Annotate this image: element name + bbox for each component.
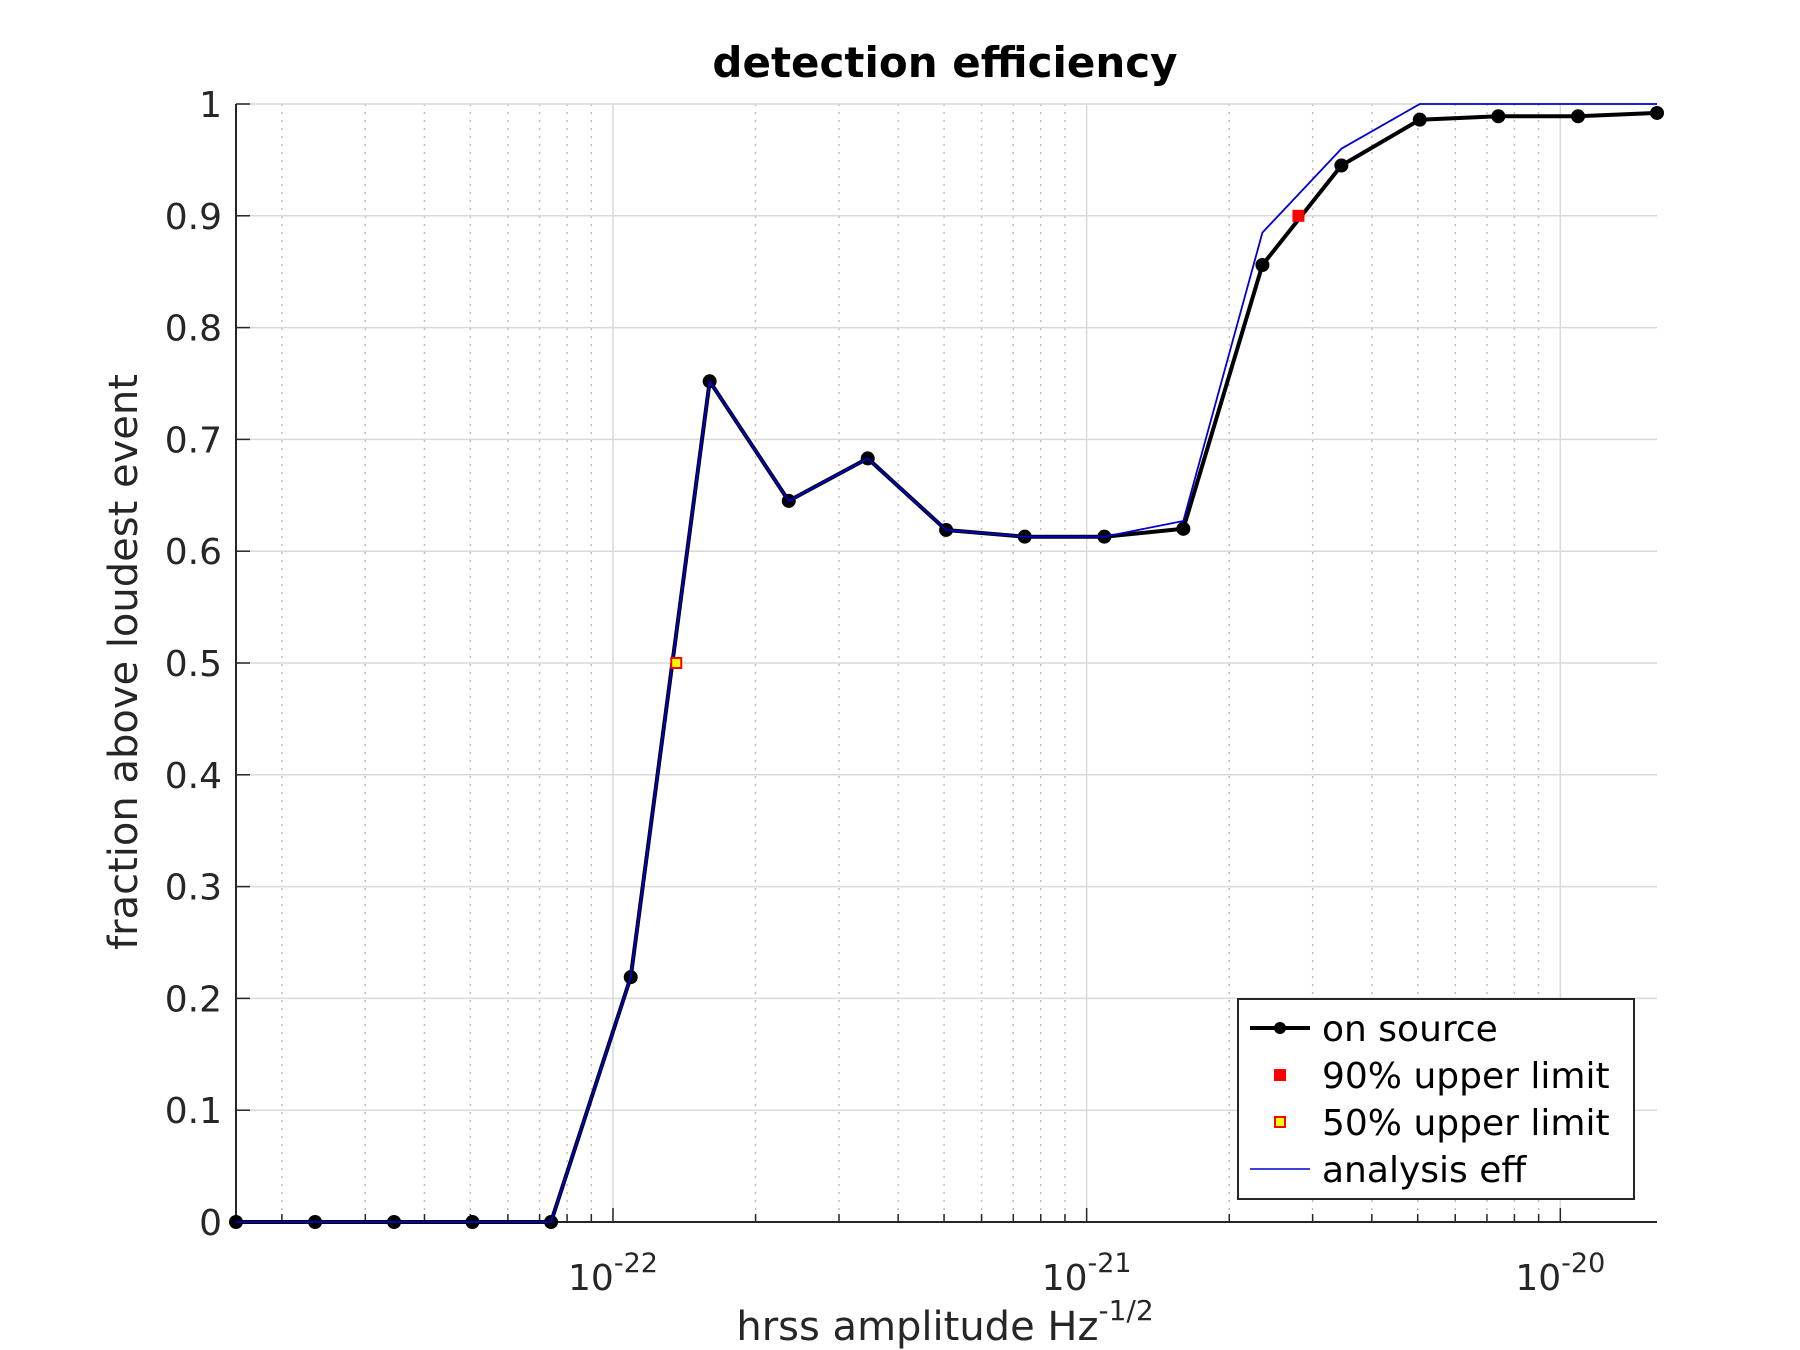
series-on-source-point: [1650, 105, 1664, 120]
y-tick-label: 0: [199, 1203, 222, 1244]
x-tick-label-base: 10: [1515, 1258, 1561, 1299]
y-tick-label: 0.6: [165, 532, 222, 573]
legend-on-source-marker: [1274, 1022, 1286, 1034]
x-tick-labels: 10-22 10-21 10-20: [568, 1248, 1605, 1299]
marker-50-upper-limit: [670, 657, 683, 669]
chart-title: detection efficiency: [712, 38, 1177, 87]
x-tick-label-base: 10: [1042, 1258, 1088, 1299]
legend-on-source-label: on source: [1322, 1009, 1498, 1050]
x-tick-label-exponent: -20: [1561, 1248, 1605, 1279]
y-tick-label: 0.3: [165, 868, 222, 909]
x-tick-label: 10-22: [568, 1248, 658, 1299]
x-tick-label-exponent: -21: [1088, 1248, 1132, 1279]
x-axis-label-superscript: -1/2: [1098, 1294, 1153, 1327]
legend: on source 90% upper limit 50% upper limi…: [1237, 998, 1635, 1200]
series-on-source-point: [1571, 109, 1586, 124]
y-tick-label: 0.2: [165, 979, 222, 1020]
y-tick-label: 0.8: [165, 309, 222, 350]
legend-analysis-eff-label: analysis eff: [1322, 1150, 1527, 1191]
marker-90-upper-limit: [1292, 209, 1305, 222]
x-axis-label-text: hrss amplitude Hz: [736, 1304, 1098, 1350]
series-analysis-eff-line: [236, 103, 1657, 1223]
y-axis-label: fraction above loudest event: [101, 374, 147, 950]
plot-area: [229, 103, 1664, 1229]
y-tick-label: 0.4: [165, 756, 222, 797]
series-on-source-point: [1334, 158, 1349, 173]
y-tick-label: 1: [199, 85, 222, 126]
y-tick-label: 0.9: [165, 197, 222, 238]
grid: [236, 103, 1657, 1223]
series-on-source-point: [1176, 521, 1191, 536]
series-on-source-point: [1412, 112, 1427, 127]
x-tick-label: 10-20: [1515, 1248, 1605, 1299]
legend-box: [1237, 998, 1635, 1200]
x-tick-label: 10-21: [1042, 1248, 1132, 1299]
legend-90-upper-limit-label: 90% upper limit: [1322, 1056, 1610, 1097]
y-tick-labels: 0 0.1 0.2 0.3 0.4 0.5 0.6 0.7 0.8 0.9 1: [165, 85, 222, 1244]
series-on-source-point: [1255, 257, 1270, 272]
y-tick-label: 0.1: [165, 1091, 222, 1132]
x-axis-label: hrss amplitude Hz-1/2: [736, 1294, 1153, 1350]
legend-90-upper-limit-marker: [1274, 1069, 1286, 1081]
x-tick-label-base: 10: [568, 1258, 614, 1299]
legend-50-upper-limit-label: 50% upper limit: [1322, 1103, 1610, 1144]
y-tick-label: 0.7: [165, 420, 222, 461]
x-tick-label-exponent: -22: [614, 1248, 658, 1279]
legend-50-upper-limit-marker: [1274, 1116, 1286, 1128]
y-tick-label: 0.5: [165, 644, 222, 685]
series-on-source-point: [1491, 109, 1506, 124]
